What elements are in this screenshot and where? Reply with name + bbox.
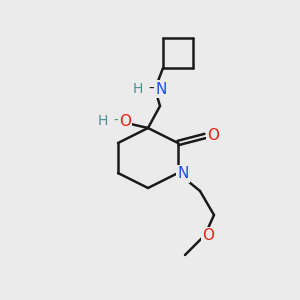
Text: H: H <box>98 114 108 128</box>
Text: –: – <box>148 82 155 96</box>
Text: N: N <box>177 167 189 182</box>
Text: O: O <box>207 128 219 143</box>
Text: O: O <box>202 229 214 244</box>
Text: N: N <box>155 82 167 97</box>
Text: H: H <box>133 82 143 96</box>
Text: –: – <box>114 114 120 128</box>
Text: O: O <box>119 113 131 128</box>
